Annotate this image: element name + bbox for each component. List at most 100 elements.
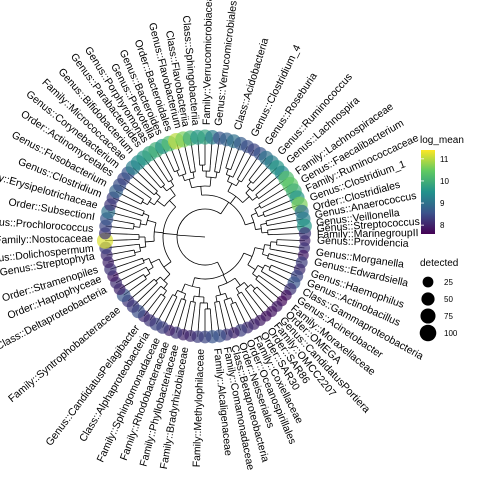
- branch: [194, 302, 196, 309]
- branch: [156, 183, 162, 189]
- branch: [236, 294, 241, 300]
- branch: [146, 194, 152, 199]
- branch: [169, 200, 176, 208]
- branch: [254, 208, 259, 217]
- branch: [262, 244, 265, 255]
- branch: [257, 265, 264, 269]
- branch: [251, 212, 257, 216]
- branch: [144, 273, 151, 278]
- branch: [170, 180, 175, 186]
- branch: [136, 213, 143, 217]
- branch: [128, 249, 135, 252]
- branch: [198, 287, 201, 297]
- branch: [176, 164, 180, 170]
- branch: [138, 274, 144, 278]
- branch: [135, 200, 142, 205]
- colorbar-ticks: 8 9 10 11: [421, 155, 449, 230]
- branch: [267, 229, 274, 231]
- branch: [236, 174, 241, 180]
- branch: [242, 196, 250, 203]
- branch: [256, 286, 262, 292]
- branch: [149, 278, 155, 284]
- branch: [246, 185, 253, 192]
- branch: [235, 288, 240, 294]
- branch: [258, 275, 264, 280]
- branch: [133, 243, 140, 246]
- branch: [269, 248, 276, 251]
- branch: [162, 186, 167, 192]
- branch: [252, 196, 258, 201]
- branch: [183, 300, 187, 307]
- branch: [182, 174, 185, 181]
- branch: [214, 302, 216, 309]
- branch: [163, 233, 178, 236]
- branch: [148, 258, 154, 268]
- branch: [230, 304, 234, 310]
- branch: [188, 178, 193, 188]
- branch: [250, 284, 256, 290]
- branch: [147, 219, 157, 224]
- size-legend-title: detected: [420, 258, 458, 269]
- branch: [245, 188, 251, 194]
- branch: [147, 266, 154, 271]
- branch: [163, 261, 172, 268]
- branch: [230, 301, 236, 305]
- branch: [174, 169, 180, 173]
- branch: [136, 257, 143, 261]
- branch: [241, 176, 246, 183]
- branch: [164, 176, 169, 183]
- branch: [153, 190, 158, 196]
- branch: [156, 285, 162, 291]
- branch: [140, 223, 147, 226]
- branch: [133, 223, 135, 230]
- branch: [176, 170, 180, 177]
- branch: [190, 171, 196, 173]
- branch: [160, 293, 166, 298]
- branch: [142, 201, 148, 206]
- branch: [169, 187, 176, 196]
- branch: [127, 228, 134, 230]
- branch: [262, 209, 269, 213]
- branch: [139, 246, 146, 249]
- tip-label: Family::Methylophilaceae: [191, 349, 207, 468]
- size-legend-dot: [422, 276, 434, 288]
- branch: [255, 190, 261, 196]
- branch: [217, 286, 222, 296]
- branch: [225, 293, 228, 300]
- branch: [138, 196, 144, 200]
- branch: [252, 186, 258, 192]
- branch: [276, 244, 283, 246]
- branch: [241, 291, 246, 298]
- branch: [169, 294, 174, 300]
- branch: [218, 301, 222, 308]
- branch: [215, 295, 218, 302]
- branch: [162, 290, 167, 296]
- tip-label: Genus::Verrucomicrobiales: [212, 0, 239, 127]
- branch: [155, 276, 161, 282]
- branch: [252, 273, 258, 278]
- branch: [230, 297, 234, 304]
- branch: [143, 258, 150, 261]
- branch: [264, 214, 271, 218]
- color-legend-title: log_mean: [420, 135, 464, 146]
- branch: [177, 234, 206, 238]
- branch: [145, 240, 155, 243]
- branch: [243, 252, 253, 257]
- size-legend-dot: [420, 308, 436, 324]
- branch: [200, 186, 202, 196]
- branch: [178, 298, 182, 305]
- branch: [261, 271, 267, 275]
- branch: [149, 201, 155, 206]
- branch: [160, 179, 165, 186]
- branch: [209, 177, 212, 187]
- branch: [250, 215, 256, 230]
- branch: [153, 278, 158, 284]
- branch: [260, 222, 267, 226]
- branch: [217, 261, 225, 275]
- branch: [266, 224, 273, 226]
- branch: [192, 295, 195, 302]
- branch: [183, 293, 187, 300]
- colorbar-tick-label: 11: [440, 155, 449, 164]
- branch: [141, 278, 147, 283]
